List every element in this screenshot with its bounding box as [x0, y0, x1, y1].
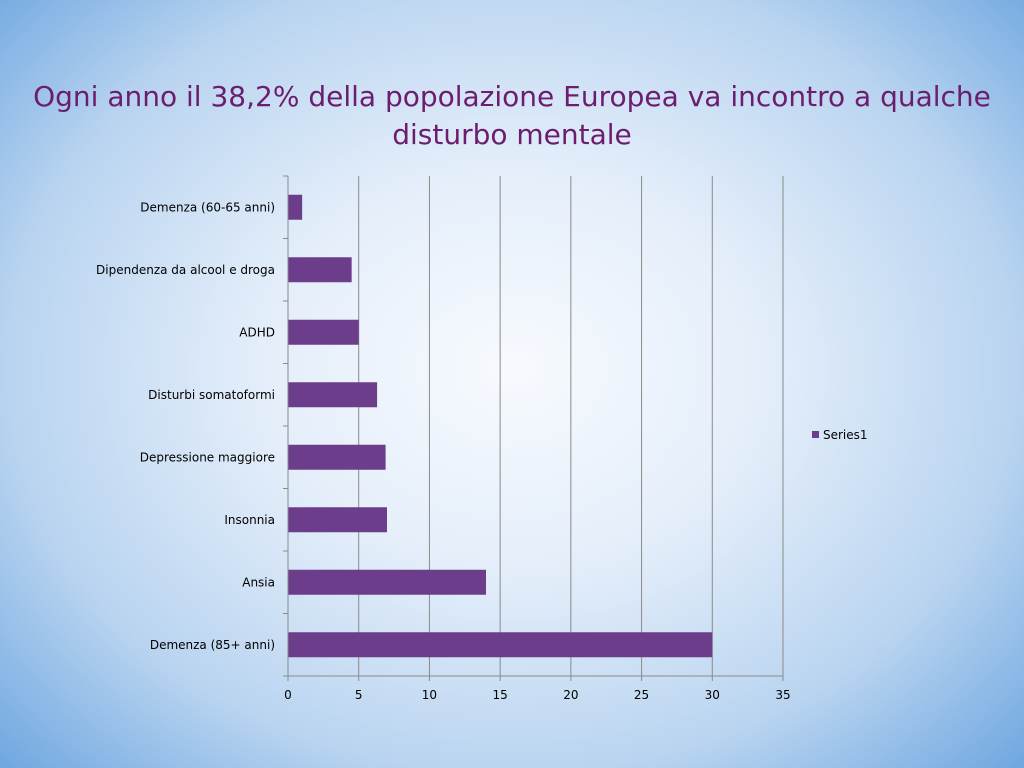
bar — [288, 507, 387, 533]
category-label: Demenza (85+ anni) — [150, 638, 275, 652]
bar — [288, 382, 378, 408]
bar — [288, 632, 713, 658]
category-label: Insonnia — [224, 513, 275, 527]
category-label: ADHD — [239, 325, 275, 339]
x-tick-label: 20 — [563, 688, 578, 702]
x-tick-label: 5 — [355, 688, 363, 702]
grid-lines — [358, 176, 784, 676]
legend: Series1 — [812, 428, 868, 442]
axes — [283, 175, 784, 681]
legend-label: Series1 — [823, 428, 868, 442]
category-labels: Demenza (60-65 anni) Dipendenza da alcool… — [96, 200, 275, 652]
bar — [288, 444, 386, 470]
x-tick-label: 10 — [422, 688, 437, 702]
bar — [288, 194, 303, 220]
slide-title: Ogni anno il 38,2% della popolazione Eur… — [33, 80, 991, 151]
category-label: Dipendenza da alcool e droga — [96, 263, 275, 277]
bars — [288, 194, 713, 658]
bar — [288, 257, 352, 283]
category-label: Demenza (60-65 anni) — [140, 200, 275, 214]
x-tick-label: 30 — [705, 688, 720, 702]
x-tick-label: 35 — [775, 688, 790, 702]
legend-swatch — [812, 431, 819, 438]
bar — [288, 569, 486, 595]
category-label: Ansia — [242, 575, 275, 589]
bar — [288, 319, 359, 345]
category-label: Disturbi somatoformi — [148, 388, 275, 402]
x-tick-label: 15 — [493, 688, 508, 702]
x-tick-label: 0 — [284, 688, 292, 702]
category-label: Depressione maggiore — [140, 450, 275, 464]
tick-labels: 0 5 10 15 20 25 30 35 — [284, 688, 790, 702]
x-tick-label: 25 — [634, 688, 649, 702]
